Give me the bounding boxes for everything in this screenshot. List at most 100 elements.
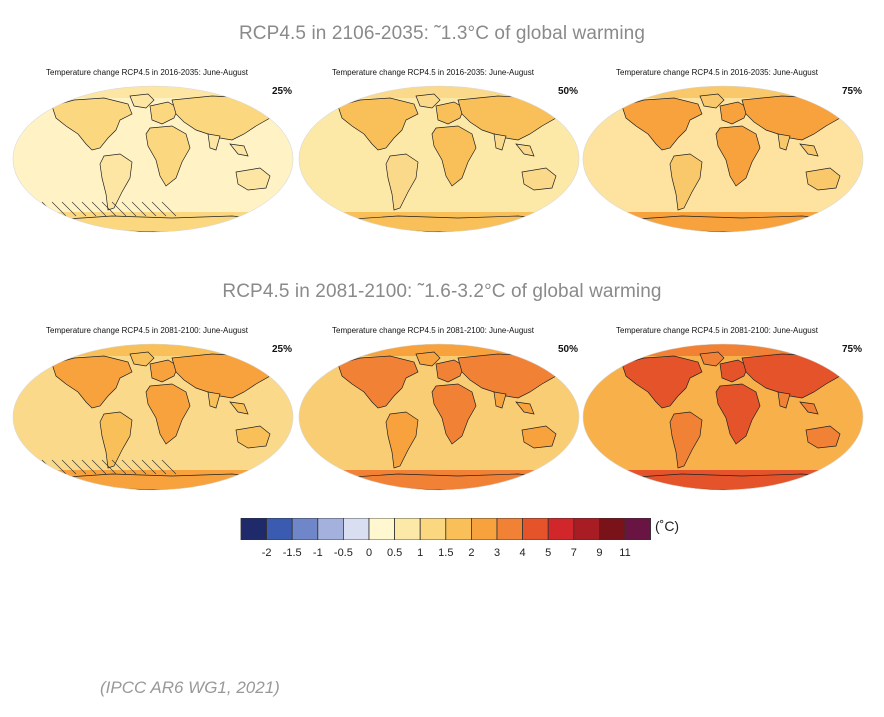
hatch-line bbox=[131, 459, 147, 475]
continent-northAmerica bbox=[337, 355, 419, 409]
continent-antarctica bbox=[620, 215, 844, 232]
world-map bbox=[582, 343, 864, 491]
hatch-line bbox=[121, 201, 137, 217]
colorbar-tick-label: 11 bbox=[619, 547, 631, 559]
hatch-line bbox=[61, 201, 77, 217]
world-map bbox=[12, 343, 294, 491]
world-map bbox=[298, 85, 580, 233]
hatch-line bbox=[81, 201, 97, 217]
hatch-line bbox=[61, 459, 77, 475]
colorbar-tick-label: 3 bbox=[493, 547, 501, 559]
colorbar-swatch bbox=[291, 518, 319, 540]
hatch-line bbox=[51, 459, 67, 475]
continent-greenland bbox=[129, 351, 155, 367]
map-panel-row2-25: Temperature change RCP4.5 in 2081-2100: … bbox=[12, 326, 298, 496]
colorbar-tick-label: 2 bbox=[468, 547, 475, 559]
colorbar-tick-label: 7 bbox=[570, 547, 577, 559]
continent-southAmerica bbox=[385, 153, 419, 211]
colorbar-swatch bbox=[522, 518, 549, 540]
continent-greenland bbox=[415, 93, 441, 109]
hatch-line bbox=[151, 459, 167, 475]
continent-europe bbox=[149, 359, 179, 383]
percentile-label: 75% bbox=[841, 344, 862, 355]
map-panel-row2-50: Temperature change RCP4.5 in 2081-2100: … bbox=[298, 326, 584, 496]
continent-seAsia bbox=[799, 401, 819, 415]
colorbar-tick-label: 9 bbox=[596, 547, 603, 559]
continent-australia bbox=[235, 425, 271, 449]
continent-australia bbox=[235, 167, 271, 191]
continent-southAmerica bbox=[99, 411, 133, 469]
colorbar-swatch bbox=[419, 518, 447, 540]
continent-europe bbox=[435, 101, 465, 125]
colorbar-swatch bbox=[368, 518, 396, 540]
map-outline bbox=[12, 343, 294, 491]
map-outline bbox=[298, 85, 580, 233]
colorbar bbox=[240, 518, 652, 540]
map-caption: Temperature change RCP4.5 in 2016-2035: … bbox=[616, 68, 818, 77]
map-outline bbox=[298, 343, 580, 491]
continent-southAmerica bbox=[669, 153, 703, 211]
map-caption: Temperature change RCP4.5 in 2081-2100: … bbox=[46, 326, 248, 335]
map-caption: Temperature change RCP4.5 in 2081-2100: … bbox=[332, 326, 534, 335]
continent-southAmerica bbox=[669, 411, 703, 469]
map-caption: Temperature change RCP4.5 in 2081-2100: … bbox=[616, 326, 818, 335]
continent-india bbox=[207, 133, 221, 151]
colorbar-tick-label: -1.5 bbox=[282, 547, 302, 559]
continent-europe bbox=[435, 359, 465, 383]
continent-northAmerica bbox=[51, 97, 133, 151]
colorbar-swatch bbox=[240, 518, 268, 540]
colorbar-tick-label: -2 bbox=[261, 547, 272, 559]
hatch-line bbox=[121, 459, 137, 475]
map-panel-row1-75: Temperature change RCP4.5 in 2016-2035: … bbox=[582, 68, 868, 238]
hatch-line bbox=[141, 201, 157, 217]
colorbar-tick-label: 1 bbox=[417, 547, 424, 559]
continent-australia bbox=[521, 425, 557, 449]
continent-australia bbox=[805, 425, 841, 449]
continent-africa bbox=[715, 383, 761, 445]
world-map bbox=[582, 85, 864, 233]
continent-india bbox=[493, 133, 507, 151]
colorbar-tick-label: 0.5 bbox=[386, 547, 403, 559]
row-2-title: RCP4.5 in 2081-2100: ˜1.6-3.2°C of globa… bbox=[222, 281, 662, 302]
colorbar-tick-label: -1 bbox=[312, 547, 323, 559]
percentile-label: 50% bbox=[557, 344, 578, 355]
hatch-line bbox=[111, 201, 127, 217]
colorbar-swatch bbox=[445, 518, 472, 540]
map-outline bbox=[582, 85, 864, 233]
continent-africa bbox=[145, 383, 191, 445]
map-caption: Temperature change RCP4.5 in 2016-2035: … bbox=[332, 68, 534, 77]
continent-europe bbox=[149, 101, 179, 125]
continent-greenland bbox=[699, 351, 725, 367]
world-map bbox=[12, 85, 294, 233]
continent-seAsia bbox=[229, 401, 249, 415]
colorbar-swatch bbox=[547, 518, 575, 540]
continent-greenland bbox=[415, 351, 441, 367]
colorbar-tick-label: 0 bbox=[365, 547, 373, 559]
continent-africa bbox=[431, 383, 477, 445]
continent-india bbox=[207, 391, 221, 409]
colorbar-unit: (˚C) bbox=[655, 518, 680, 534]
continent-india bbox=[777, 391, 791, 409]
hatch-line bbox=[91, 459, 107, 475]
row-1-title: RCP4.5 in 2106-2035: ˜1.3°C of global wa… bbox=[238, 23, 646, 44]
hatch-line bbox=[151, 201, 167, 217]
colorbar-swatch bbox=[470, 518, 498, 540]
continent-northAmerica bbox=[621, 355, 703, 409]
continent-southAmerica bbox=[385, 411, 419, 469]
map-caption: Temperature change RCP4.5 in 2016-2035: … bbox=[46, 68, 248, 77]
continent-southAmerica bbox=[99, 153, 133, 211]
continent-northAmerica bbox=[621, 97, 703, 151]
hatch-line bbox=[81, 459, 97, 475]
colorbar-tick-label: 4 bbox=[519, 547, 526, 559]
continent-antarctica bbox=[50, 215, 274, 232]
map-outline bbox=[12, 85, 294, 233]
continent-seAsia bbox=[799, 143, 819, 157]
colorbar-swatch bbox=[343, 518, 370, 540]
hatch-line bbox=[71, 201, 87, 217]
hatch-line bbox=[131, 201, 147, 217]
continent-africa bbox=[431, 125, 477, 187]
colorbar-tick-label: 1.5 bbox=[438, 547, 454, 559]
continent-antarctica bbox=[620, 473, 844, 490]
continent-europe bbox=[719, 101, 749, 125]
continent-greenland bbox=[129, 93, 155, 109]
